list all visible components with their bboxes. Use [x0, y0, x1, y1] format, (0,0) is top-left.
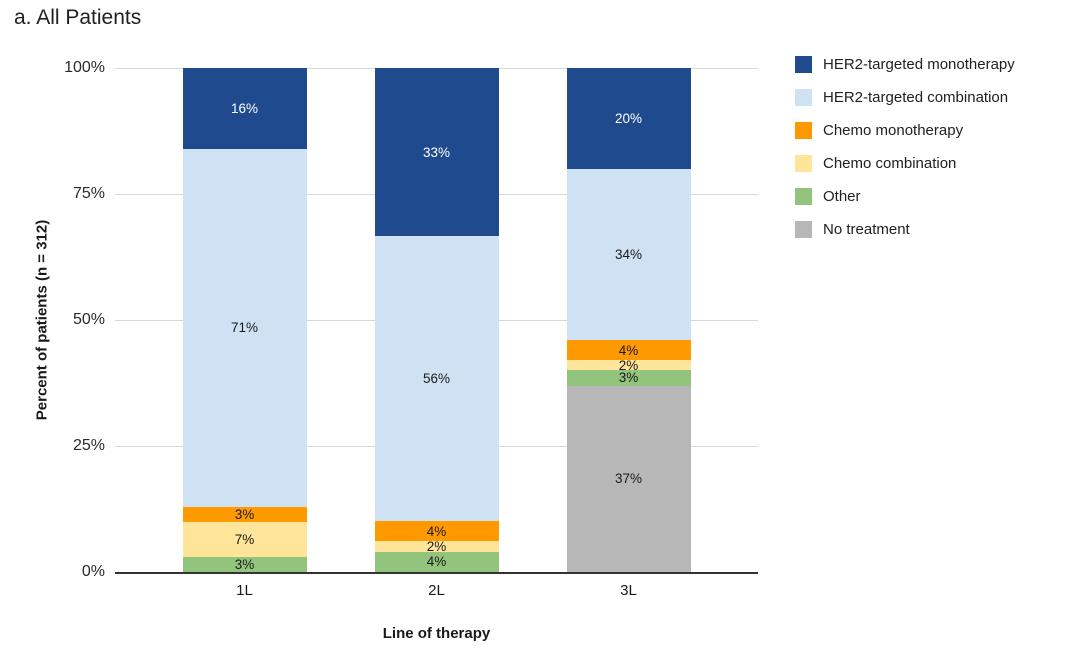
bar-segment: 34%	[566, 168, 691, 341]
bar-segment: 3%	[566, 370, 691, 386]
y-tick-label: 50%	[72, 311, 105, 328]
x-axis-title: Line of therapy	[382, 625, 491, 642]
x-tick-label: 2L	[428, 582, 445, 599]
y-tick-label: 0%	[81, 563, 105, 580]
bar-segment: 16%	[182, 68, 307, 149]
segment-value-label: 2%	[426, 539, 447, 555]
segment-value-label: 33%	[422, 144, 451, 160]
legend-item: Chemo combination	[795, 155, 1015, 172]
bar-segment: 20%	[566, 68, 691, 169]
legend-item: Other	[795, 188, 1015, 205]
bar-segment: 2%	[374, 539, 499, 555]
x-axis-line	[115, 572, 758, 574]
bar-segment: 2%	[566, 357, 691, 373]
bar-segment: 4%	[566, 340, 691, 361]
segment-value-label: 20%	[614, 110, 643, 126]
segment-value-label: 56%	[422, 371, 451, 387]
segment-value-label: 3%	[234, 556, 255, 572]
legend-swatch	[795, 221, 812, 238]
legend-item: HER2-targeted monotherapy	[795, 56, 1015, 73]
y-tick-label: 25%	[72, 437, 105, 454]
x-tick-label: 3L	[620, 582, 637, 599]
legend-label: Other	[823, 188, 861, 205]
y-axis-tick-labels: 100% 75% 50% 25% 0%	[0, 59, 105, 580]
bar-segment: 4%	[374, 551, 499, 572]
bar-segment: 33%	[374, 68, 499, 237]
segment-value-label: 71%	[230, 320, 259, 336]
segment-value-label: 37%	[614, 471, 643, 487]
segment-value-label: 3%	[234, 506, 255, 522]
legend-label: HER2-targeted monotherapy	[823, 56, 1015, 73]
x-tick-label: 1L	[236, 582, 253, 599]
legend-item: No treatment	[795, 221, 1015, 238]
segment-value-label: 4%	[426, 523, 447, 539]
legend-label: HER2-targeted combination	[823, 89, 1009, 106]
segment-value-label: 16%	[230, 100, 259, 116]
bars-container: 16% 71% 3% 7% 3% 33% 56% 4% 2% 4% 20% 34% 4% 2% 3% 37%	[115, 68, 758, 572]
bar-segment: 7%	[182, 521, 307, 557]
bar-2L: 33% 56% 4% 2% 4%	[374, 68, 499, 572]
legend-label: No treatment	[823, 221, 910, 238]
bar-segment: 71%	[182, 148, 307, 507]
x-axis-tick-labels: 1L 2L 3L	[115, 582, 758, 599]
y-tick-label: 100%	[64, 59, 105, 76]
bar-3L: 20% 34% 4% 2% 3% 37%	[566, 68, 691, 572]
segment-value-label: 34%	[614, 247, 643, 262]
bar-segment: 37%	[566, 385, 691, 572]
plot-area: 16% 71% 3% 7% 3% 33% 56% 4% 2% 4% 20% 34% 4% 2% 3% 37%	[115, 68, 758, 574]
legend-swatch	[795, 122, 812, 139]
legend-swatch	[795, 89, 812, 106]
legend-label: Chemo combination	[823, 155, 957, 172]
legend-item: Chemo monotherapy	[795, 122, 1015, 139]
segment-value-label: 3%	[618, 370, 639, 386]
legend-swatch	[795, 155, 812, 172]
segment-value-label: 7%	[234, 531, 255, 547]
y-tick-label: 75%	[72, 185, 105, 202]
legend-item: HER2-targeted combination	[795, 89, 1015, 106]
legend: HER2-targeted monotherapy HER2-targeted c…	[795, 56, 1015, 254]
bar-segment: 3%	[182, 556, 307, 572]
bar-segment: 4%	[374, 521, 499, 542]
legend-swatch	[795, 188, 812, 205]
bar-segment: 3%	[182, 506, 307, 522]
segment-value-label: 4%	[426, 554, 447, 570]
bar-1L: 16% 71% 3% 7% 3%	[182, 68, 307, 572]
segment-value-label: 2%	[618, 357, 639, 373]
bar-segment: 56%	[374, 236, 499, 522]
segment-value-label: 4%	[618, 342, 639, 358]
legend-label: Chemo monotherapy	[823, 122, 964, 139]
legend-swatch	[795, 56, 812, 73]
chart-title: a. All Patients	[14, 6, 142, 29]
